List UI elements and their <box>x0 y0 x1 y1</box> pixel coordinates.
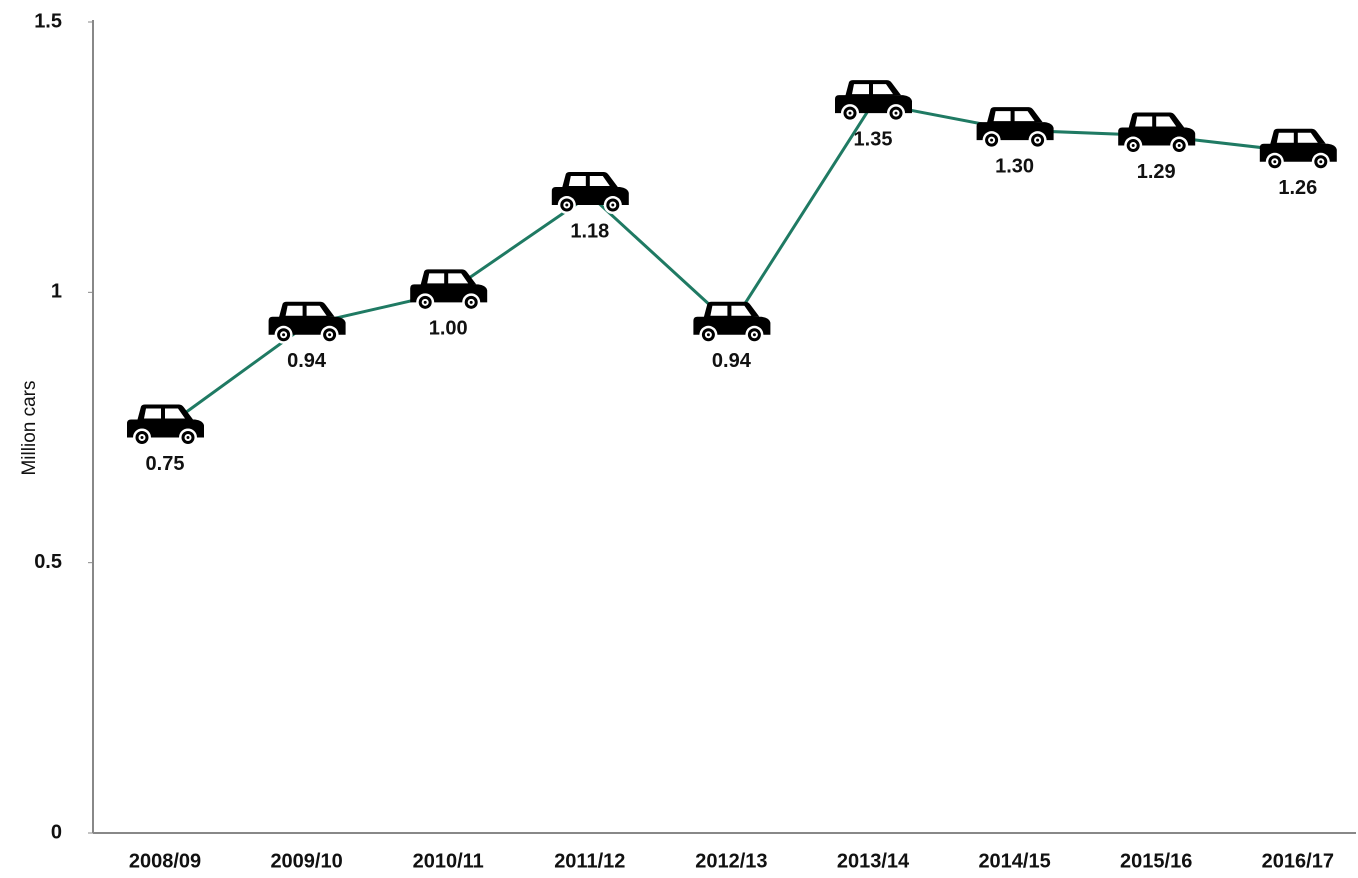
car-wheel <box>990 138 994 142</box>
car-wheel <box>423 300 427 304</box>
x-tick-label: 2011/12 <box>554 850 625 872</box>
car-window <box>1276 132 1294 143</box>
car-marker <box>268 301 346 344</box>
car-wheel <box>1036 138 1040 142</box>
car-window <box>1297 132 1318 143</box>
car-wheel <box>186 436 190 439</box>
x-tick-label: 2010/11 <box>413 850 484 872</box>
car-window <box>1014 111 1035 122</box>
car-wheel <box>611 203 615 207</box>
car-window <box>448 273 469 284</box>
car-wheel <box>140 436 144 439</box>
x-tick-label: 2014/15 <box>978 850 1050 872</box>
car-wheel <box>328 333 332 337</box>
car-window <box>589 176 610 187</box>
y-tick-label: 1.5 <box>34 10 62 32</box>
car-marker <box>1118 112 1196 155</box>
car-wheel <box>282 333 286 337</box>
data-label: 0.94 <box>287 350 327 372</box>
car-marker <box>410 269 488 312</box>
car-wheel <box>894 111 898 115</box>
car-window <box>165 408 185 419</box>
x-tick-label: 2009/10 <box>270 850 342 872</box>
car-wheel <box>752 333 756 337</box>
car-window <box>852 84 869 95</box>
y-axis-label: Million cars <box>19 380 40 475</box>
x-tick-label: 2015/16 <box>1120 850 1192 872</box>
car-wheel <box>1131 144 1135 148</box>
car-window <box>993 111 1011 122</box>
car-marker <box>976 107 1054 150</box>
car-window <box>731 305 752 316</box>
data-label: 1.18 <box>570 220 609 242</box>
car-window <box>568 176 586 187</box>
car-window <box>306 305 327 316</box>
car-wheel <box>848 111 852 115</box>
x-tick-label: 2016/17 <box>1262 850 1334 872</box>
data-label: 0.75 <box>146 453 185 475</box>
car-marker <box>835 80 912 123</box>
car-window <box>710 305 728 316</box>
data-label: 0.94 <box>712 350 752 372</box>
car-marker <box>1259 128 1337 171</box>
car-wheel <box>469 300 473 304</box>
car-marker <box>127 404 204 447</box>
car-window <box>1135 116 1153 127</box>
car-window <box>1156 116 1177 127</box>
data-label: 1.29 <box>1137 161 1176 183</box>
car-wheel <box>1273 160 1277 164</box>
car-window <box>144 408 161 419</box>
y-tick-label: 0 <box>51 821 62 843</box>
car-window <box>427 273 445 284</box>
car-wheel <box>706 333 710 337</box>
y-tick-label: 0.5 <box>34 551 62 573</box>
car-wheel <box>1177 144 1181 148</box>
car-marker <box>693 301 771 344</box>
data-label: 1.26 <box>1278 177 1317 199</box>
car-wheel <box>565 203 569 207</box>
data-label: 1.30 <box>995 155 1034 177</box>
y-tick-label: 1 <box>51 281 62 303</box>
data-label: 1.35 <box>854 128 893 150</box>
car-window <box>873 84 893 95</box>
x-tick-label: 2008/09 <box>129 850 201 872</box>
data-label: 1.00 <box>429 318 468 340</box>
car-window <box>285 305 303 316</box>
car-marker <box>551 172 629 215</box>
car-wheel <box>1319 160 1323 164</box>
x-tick-label: 2012/13 <box>695 850 767 872</box>
x-tick-label: 2013/14 <box>837 850 910 872</box>
